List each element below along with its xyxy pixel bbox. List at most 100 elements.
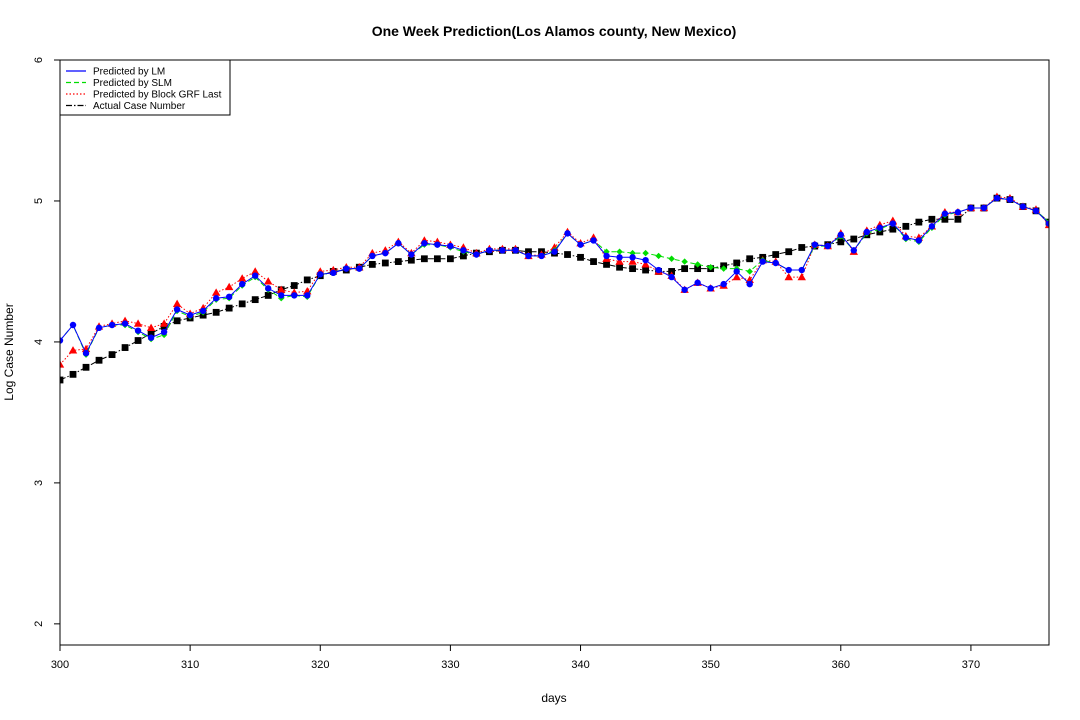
data-point-predicted-by-lm bbox=[941, 210, 949, 217]
data-point-predicted-by-lm bbox=[330, 269, 337, 277]
data-point-predicted-by-slm bbox=[642, 249, 649, 257]
data-point-actual-case-number bbox=[928, 215, 936, 223]
data-point-predicted-by-lm bbox=[186, 311, 194, 319]
data-point-predicted-by-lm bbox=[369, 252, 376, 260]
data-point-actual-case-number bbox=[420, 255, 428, 263]
plot-marks bbox=[60, 192, 1049, 384]
data-point-predicted-by-block-grf-last bbox=[133, 319, 143, 327]
data-point-predicted-by-lm bbox=[304, 292, 311, 299]
data-point-actual-case-number bbox=[668, 268, 676, 275]
data-point-actual-case-number bbox=[954, 215, 962, 223]
data-point-predicted-by-slm bbox=[694, 261, 701, 268]
data-point-predicted-by-lm bbox=[395, 240, 402, 247]
data-point-predicted-by-lm bbox=[95, 324, 103, 332]
data-point-predicted-by-lm bbox=[824, 242, 831, 250]
data-point-predicted-by-block-grf-last bbox=[237, 274, 247, 282]
x-tick-label: 350 bbox=[701, 659, 719, 671]
data-point-predicted-by-block-grf-last bbox=[159, 319, 169, 327]
data-point-actual-case-number bbox=[798, 244, 806, 251]
data-point-predicted-by-lm bbox=[993, 194, 1001, 202]
x-tick-label: 360 bbox=[832, 659, 850, 671]
plot-frame bbox=[59, 59, 1050, 646]
data-point-actual-case-number bbox=[577, 253, 584, 261]
data-point-predicted-by-lm bbox=[733, 268, 740, 275]
data-point-predicted-by-lm bbox=[694, 279, 701, 286]
x-tick-label: 320 bbox=[311, 659, 329, 671]
data-point-predicted-by-slm bbox=[681, 258, 688, 265]
data-point-predicted-by-lm bbox=[551, 248, 558, 255]
data-point-predicted-by-lm bbox=[668, 273, 675, 281]
data-point-predicted-by-lm bbox=[486, 247, 493, 254]
data-point-predicted-by-lm bbox=[278, 292, 285, 299]
data-point-predicted-by-lm bbox=[655, 266, 662, 274]
x-tick-label: 300 bbox=[51, 659, 69, 671]
data-point-predicted-by-lm bbox=[317, 271, 324, 278]
x-tick-label: 330 bbox=[441, 659, 459, 671]
data-point-actual-case-number bbox=[433, 255, 441, 263]
data-point-predicted-by-block-grf-last bbox=[250, 267, 260, 275]
data-point-predicted-by-slm bbox=[707, 264, 714, 271]
data-point-predicted-by-lm bbox=[889, 220, 897, 227]
data-point-actual-case-number bbox=[694, 265, 702, 273]
data-point-predicted-by-lm bbox=[1032, 207, 1040, 215]
legend-label-predicted-by-block-grf-last: Predicted by Block GRF Last bbox=[93, 90, 222, 101]
data-point-predicted-by-lm bbox=[382, 249, 389, 257]
data-point-actual-case-number bbox=[303, 276, 311, 284]
y-tick-label: 2 bbox=[33, 621, 45, 627]
data-point-actual-case-number bbox=[915, 218, 923, 226]
data-point-predicted-by-lm bbox=[173, 306, 181, 313]
data-point-predicted-by-lm bbox=[108, 321, 116, 329]
data-point-predicted-by-lm bbox=[225, 293, 233, 301]
chart-title: One Week Prediction(Los Alamos county, N… bbox=[372, 23, 737, 39]
data-point-predicted-by-lm bbox=[265, 285, 272, 292]
data-point-predicted-by-slm bbox=[655, 252, 662, 260]
data-point-predicted-by-lm bbox=[60, 337, 64, 344]
data-point-predicted-by-lm bbox=[603, 252, 610, 260]
data-point-predicted-by-block-grf-last bbox=[784, 272, 793, 281]
data-point-actual-case-number bbox=[108, 351, 116, 359]
data-point-predicted-by-block-grf-last bbox=[146, 323, 156, 331]
data-point-predicted-by-lm bbox=[629, 254, 636, 261]
data-point-actual-case-number bbox=[394, 258, 402, 265]
data-point-predicted-by-block-grf-last bbox=[68, 346, 78, 354]
data-point-predicted-by-block-grf-last bbox=[172, 299, 182, 308]
data-point-actual-case-number bbox=[82, 363, 90, 371]
data-point-actual-case-number bbox=[772, 251, 780, 258]
data-point-actual-case-number bbox=[225, 304, 233, 312]
data-point-predicted-by-block-grf-last bbox=[641, 260, 650, 268]
data-point-predicted-by-lm bbox=[759, 258, 766, 265]
x-axis: 300 310 320 330 340 350 360 370 bbox=[51, 645, 980, 671]
data-point-predicted-by-block-grf-last bbox=[797, 272, 806, 281]
data-point-predicted-by-lm bbox=[915, 237, 923, 244]
data-point-predicted-by-lm bbox=[343, 265, 350, 272]
data-point-actual-case-number bbox=[121, 344, 129, 351]
data-point-actual-case-number bbox=[837, 238, 845, 246]
data-point-predicted-by-block-grf-last bbox=[615, 257, 624, 265]
data-point-actual-case-number bbox=[850, 235, 858, 243]
data-point-actual-case-number bbox=[785, 248, 793, 256]
data-point-predicted-by-block-grf-last bbox=[264, 277, 273, 285]
data-point-predicted-by-block-grf-last bbox=[277, 285, 286, 293]
data-point-predicted-by-slm bbox=[746, 268, 753, 275]
data-point-predicted-by-lm bbox=[850, 247, 858, 254]
data-point-predicted-by-lm bbox=[954, 209, 962, 216]
data-point-actual-case-number bbox=[642, 266, 649, 274]
data-point-actual-case-number bbox=[407, 256, 415, 264]
data-point-actual-case-number bbox=[238, 300, 246, 308]
data-point-predicted-by-lm bbox=[69, 321, 77, 329]
data-point-predicted-by-lm bbox=[785, 266, 792, 274]
data-point-predicted-by-slm bbox=[616, 248, 623, 255]
data-point-predicted-by-lm bbox=[356, 265, 363, 272]
data-point-predicted-by-lm bbox=[512, 247, 519, 254]
series-line-predicted-by-slm bbox=[60, 197, 1049, 356]
data-point-predicted-by-lm bbox=[1006, 196, 1014, 203]
data-point-actual-case-number bbox=[264, 292, 272, 299]
data-point-predicted-by-lm bbox=[160, 328, 168, 336]
data-point-actual-case-number bbox=[446, 255, 454, 263]
data-point-predicted-by-lm bbox=[616, 254, 623, 261]
data-point-predicted-by-lm bbox=[564, 230, 571, 237]
x-tick-label: 370 bbox=[962, 659, 980, 671]
data-point-actual-case-number bbox=[212, 308, 220, 316]
data-point-predicted-by-lm bbox=[746, 280, 753, 288]
data-point-predicted-by-lm bbox=[147, 334, 155, 341]
